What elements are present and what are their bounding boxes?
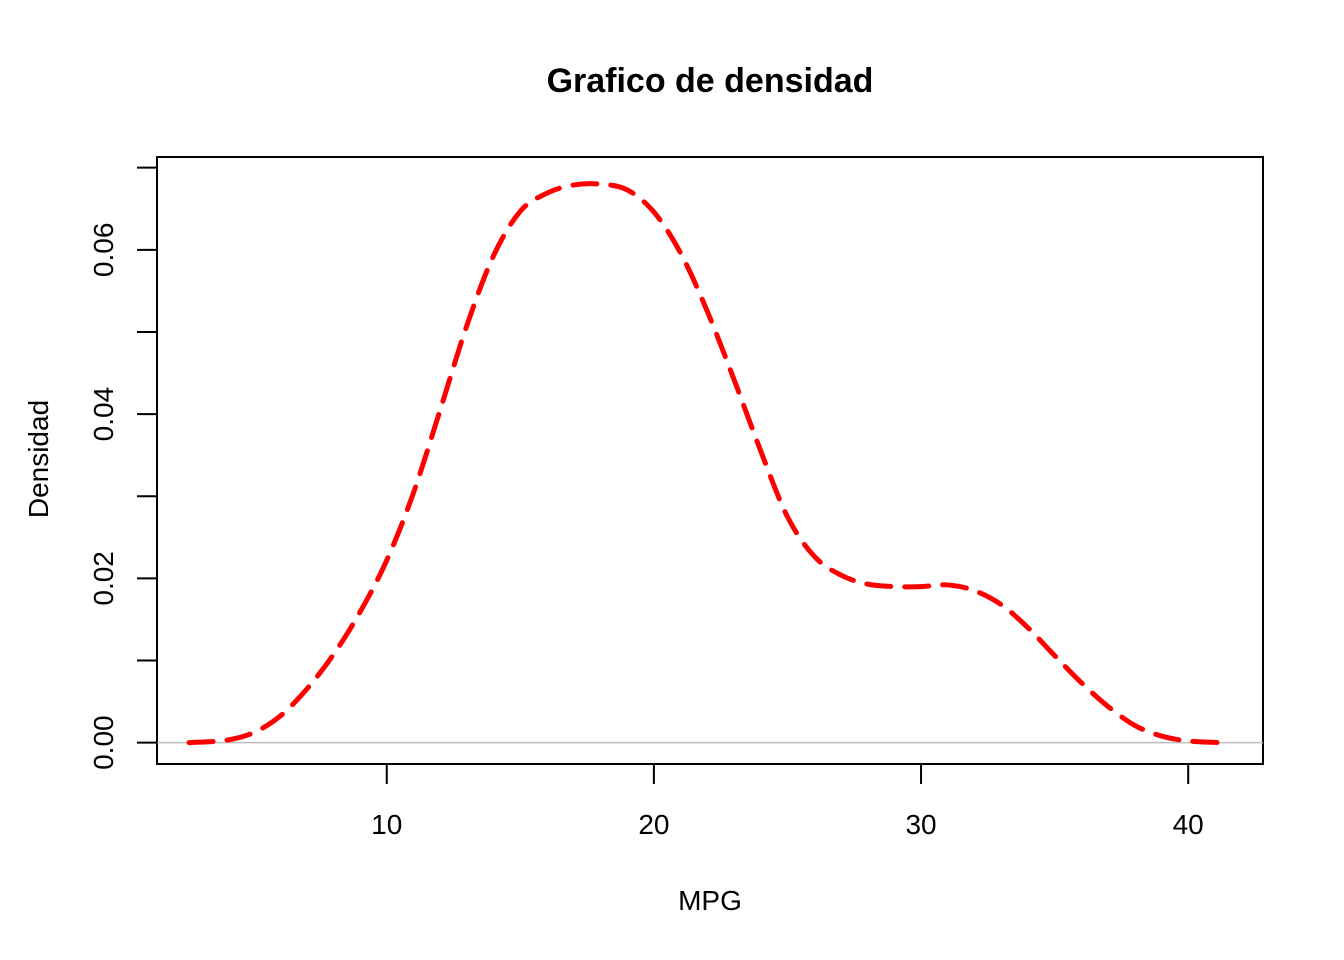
y-axis-label: Densidad [23,400,54,518]
density-line [186,181,1223,746]
y-tick-label: 0.04 [88,387,119,442]
chart-title: Grafico de densidad [547,62,874,100]
x-tick-label: 20 [638,809,669,840]
x-tick-label: 10 [371,809,402,840]
x-axis-label: MPG [678,885,742,916]
y-tick-label: 0.00 [88,715,119,770]
x-tick-label: 30 [905,809,936,840]
y-tick-label: 0.06 [88,223,119,278]
x-tick-label: 40 [1173,809,1204,840]
plot-area: 10 20 30 40 0.00 0.02 0.04 0.06 [88,156,1264,840]
y-tick-label: 0.02 [88,551,119,606]
